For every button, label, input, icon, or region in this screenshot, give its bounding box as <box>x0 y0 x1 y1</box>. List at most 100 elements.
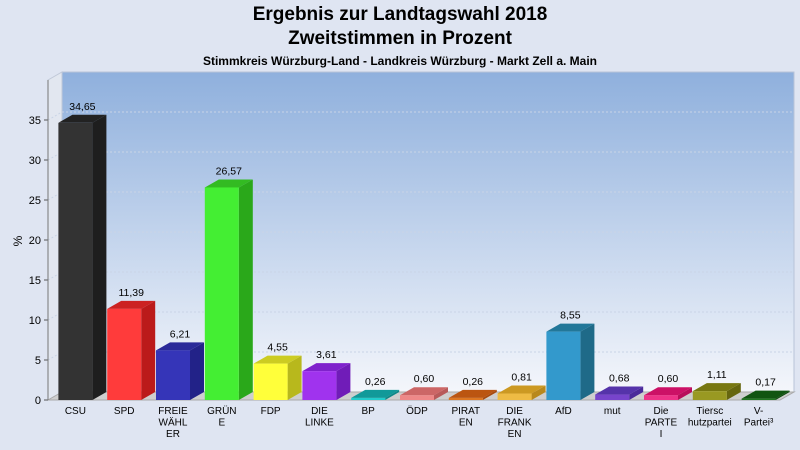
category-label: FREIE WÄHL ER <box>158 406 188 440</box>
value-label: 0,60 <box>658 373 679 385</box>
category-label: BP <box>362 406 376 417</box>
bar-front <box>302 371 337 400</box>
bar <box>58 114 107 401</box>
bar-front <box>546 331 581 400</box>
bar <box>497 385 546 400</box>
category-label-line: PARTE <box>645 418 678 429</box>
value-label: 11,39 <box>118 287 144 299</box>
bar-top <box>546 323 595 332</box>
bar <box>302 363 351 400</box>
category-label-line: E <box>218 418 225 429</box>
bar-side <box>531 385 546 400</box>
bar-front <box>58 122 93 401</box>
bar-side <box>629 386 644 400</box>
bar-side <box>385 389 400 400</box>
y-tick-label: 15 <box>29 275 41 287</box>
category-label: AfD <box>555 406 572 417</box>
category-label-line: SPD <box>114 406 135 417</box>
bar-side <box>238 179 253 400</box>
bar-front <box>253 363 288 400</box>
category-label-line: AfD <box>555 406 572 417</box>
bar-side <box>141 300 156 400</box>
value-label: 26,57 <box>216 165 242 177</box>
bar <box>595 386 644 400</box>
bar-front <box>497 393 532 400</box>
labels: 34,65 CSU 11,39 SPD 6,21 FREIE WÄHL ER 26,57 GRÜN… <box>65 101 776 440</box>
bar-front <box>351 397 386 400</box>
category-label: CSU <box>65 406 86 417</box>
value-label: 0,68 <box>609 373 630 385</box>
bar-top <box>351 389 400 398</box>
category-label-line: EN <box>508 429 522 440</box>
bar <box>253 355 302 400</box>
bar-top <box>302 363 351 372</box>
category-label-line: FRANK <box>498 418 532 429</box>
bar-side <box>726 383 741 400</box>
bar-top <box>253 355 302 364</box>
category-label-line: DIE <box>506 406 523 417</box>
category-label-line: V- <box>754 406 763 417</box>
category-label: DIE FRANK EN <box>498 406 532 440</box>
value-label: 0,60 <box>414 373 435 385</box>
category-label-line: PIRAT <box>451 406 480 417</box>
bar-top <box>448 389 497 398</box>
bar <box>546 323 595 400</box>
y-tick-label: 35 <box>29 115 41 127</box>
category-label-line: FDP <box>261 406 281 417</box>
bar-side <box>287 355 302 400</box>
category-label: mut <box>604 406 621 417</box>
category-label-line: LINKE <box>305 418 334 429</box>
category-label-line: CSU <box>65 406 86 417</box>
value-label: 3,61 <box>316 349 337 361</box>
bar-side <box>775 390 790 400</box>
bar-front <box>644 395 678 400</box>
bar <box>741 390 790 400</box>
bar <box>351 389 400 400</box>
bar <box>400 387 448 400</box>
bar-front <box>741 398 776 400</box>
bar-front <box>107 308 142 400</box>
category-label-line: GRÜN <box>207 405 236 417</box>
value-label: 8,55 <box>560 310 581 322</box>
bar-side <box>92 114 107 401</box>
category-label: DIE LINKE <box>305 406 334 429</box>
category-label-line: EN <box>459 418 473 429</box>
bar-front <box>448 397 483 400</box>
category-label-line: DIE <box>311 406 328 417</box>
category-label-line: I <box>660 429 663 440</box>
category-label-line: ÖDP <box>406 405 428 417</box>
value-label: 1,11 <box>707 369 727 381</box>
bar-top <box>58 114 107 123</box>
bar-front <box>400 395 434 400</box>
bar-side <box>580 323 595 400</box>
bar-top <box>107 300 156 309</box>
bar-top <box>400 387 448 396</box>
category-label-line: Tiersc <box>696 406 723 417</box>
bar-top <box>692 383 741 392</box>
value-label: 0,17 <box>755 377 776 389</box>
value-label: 0,26 <box>463 376 484 388</box>
category-label-line: ER <box>166 429 180 440</box>
category-label-line: hutzpartei <box>688 418 732 429</box>
bar-side <box>434 387 448 400</box>
chart-subtitle: Zweitstimmen in Prozent <box>288 28 512 49</box>
bar <box>156 342 204 400</box>
category-label: ÖDP <box>406 405 428 417</box>
category-label-line: FREIE <box>158 406 188 417</box>
category-label: Tiersc hutzpartei <box>688 406 732 429</box>
bar-top <box>741 390 790 399</box>
category-label-line: mut <box>604 406 621 417</box>
value-label: 4,55 <box>267 342 288 354</box>
bar-front <box>204 187 239 400</box>
category-label-line: Partei³ <box>744 418 774 429</box>
bar-top <box>156 342 204 351</box>
bar-front <box>156 350 190 400</box>
bars <box>58 114 790 401</box>
gridline <box>47 111 63 121</box>
value-label: 0,81 <box>511 372 532 384</box>
bar-side <box>678 387 692 400</box>
value-label: 34,65 <box>69 101 95 113</box>
bar <box>448 389 497 400</box>
bar-side <box>482 389 497 400</box>
